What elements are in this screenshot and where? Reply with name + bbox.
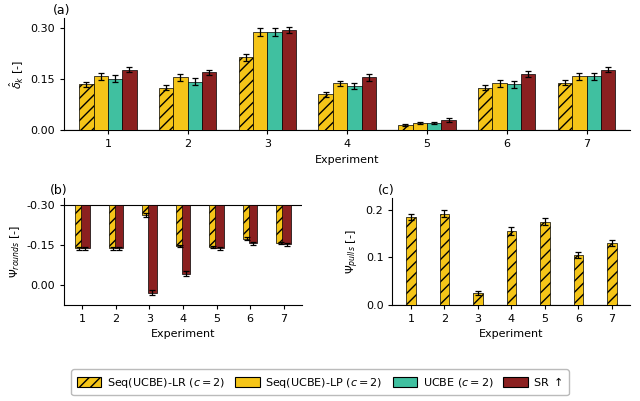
Bar	[215, 205, 224, 248]
Bar	[239, 57, 253, 130]
Bar	[398, 125, 413, 130]
Bar	[93, 77, 108, 130]
Bar	[243, 205, 252, 239]
Y-axis label: $\hat{\delta}_k$ [-]: $\hat{\delta}_k$ [-]	[8, 60, 26, 89]
X-axis label: Experiment: Experiment	[151, 329, 215, 339]
Bar	[607, 243, 617, 305]
Bar	[427, 124, 442, 130]
Text: (b): (b)	[50, 184, 67, 197]
Bar	[406, 217, 415, 305]
Bar	[81, 205, 90, 248]
Bar	[148, 205, 157, 293]
X-axis label: Experiment: Experiment	[315, 155, 380, 165]
Bar	[108, 79, 122, 130]
Bar	[188, 81, 202, 130]
Bar	[521, 74, 536, 130]
Bar	[253, 32, 268, 130]
X-axis label: Experiment: Experiment	[479, 329, 543, 339]
Bar	[173, 77, 188, 130]
Bar	[109, 205, 117, 248]
Bar	[492, 83, 507, 130]
Bar	[142, 205, 150, 215]
Bar	[473, 293, 483, 305]
Legend: Seq(UCBE)-LR ($c=2$), Seq(UCBE)-LP ($c=2$), UCBE ($c=2$), SR $\uparrow$: Seq(UCBE)-LR ($c=2$), Seq(UCBE)-LP ($c=2…	[72, 369, 568, 395]
Bar	[348, 86, 362, 130]
Bar	[159, 88, 173, 130]
Bar	[115, 205, 123, 248]
Text: (c): (c)	[378, 184, 395, 197]
Bar	[573, 255, 583, 305]
Bar	[586, 77, 601, 130]
Bar	[601, 70, 615, 130]
Bar	[268, 32, 282, 130]
Bar	[558, 83, 572, 130]
Bar	[319, 95, 333, 130]
Bar	[202, 73, 216, 130]
Bar	[75, 205, 84, 248]
Bar	[362, 77, 376, 130]
Bar	[478, 88, 492, 130]
Bar	[276, 205, 285, 243]
Bar	[507, 84, 521, 130]
Bar	[413, 124, 427, 130]
Bar	[282, 205, 291, 244]
Bar	[507, 231, 516, 305]
Bar	[442, 120, 456, 130]
Y-axis label: $\Psi_{pulls}$ [-]: $\Psi_{pulls}$ [-]	[345, 229, 362, 274]
Bar	[249, 205, 257, 243]
Bar	[79, 84, 93, 130]
Text: (a): (a)	[52, 4, 70, 17]
Bar	[122, 70, 136, 130]
Bar	[209, 205, 218, 247]
Bar	[176, 205, 184, 246]
Y-axis label: $\Psi_{rounds}$ [-]: $\Psi_{rounds}$ [-]	[8, 225, 22, 278]
Bar	[572, 77, 586, 130]
Bar	[333, 83, 348, 130]
Bar	[182, 205, 190, 273]
Bar	[440, 214, 449, 305]
Bar	[282, 30, 296, 130]
Bar	[540, 222, 550, 305]
